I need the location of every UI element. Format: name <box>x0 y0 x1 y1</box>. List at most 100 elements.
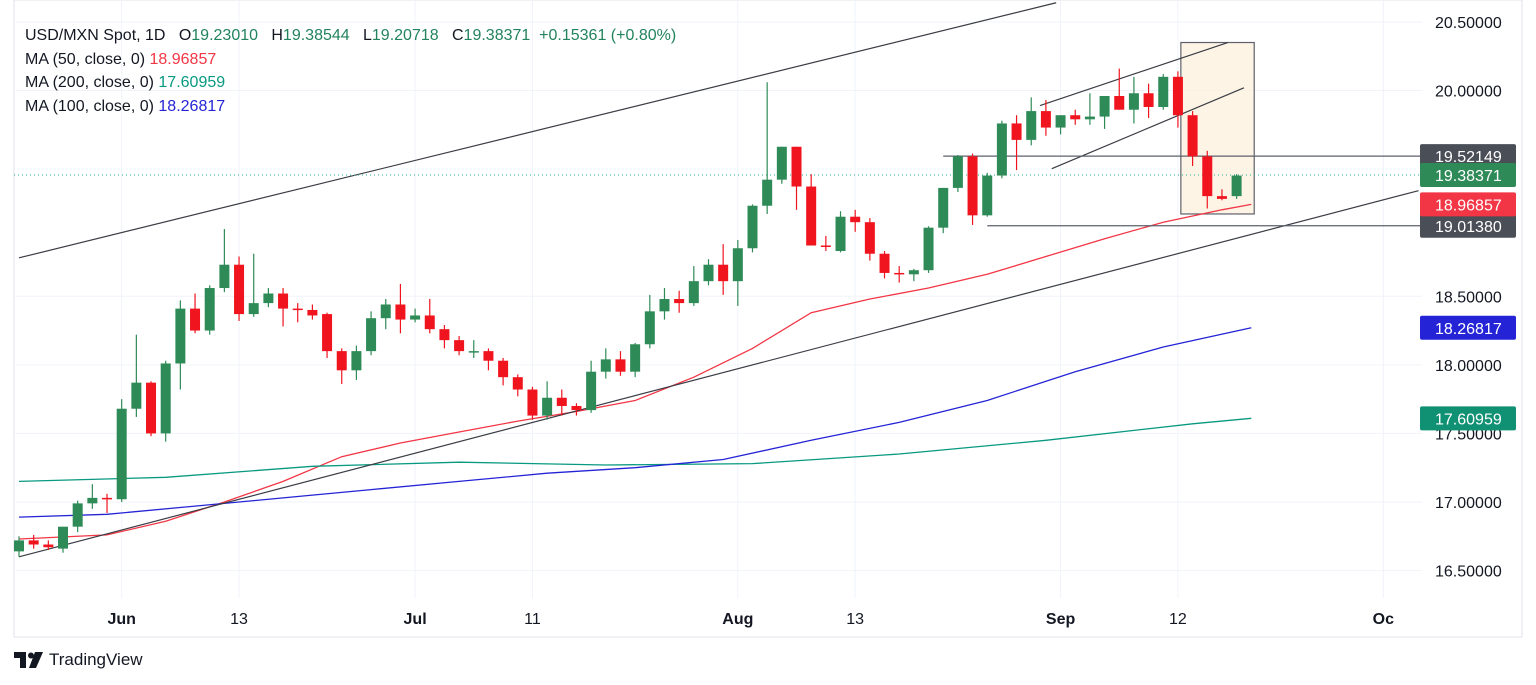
candle[interactable] <box>996 120 1007 179</box>
candle[interactable] <box>820 235 831 251</box>
candle[interactable] <box>28 534 39 549</box>
candle[interactable] <box>1114 68 1125 110</box>
candle[interactable] <box>146 381 157 437</box>
candle[interactable] <box>58 526 69 553</box>
candle[interactable] <box>791 146 802 210</box>
candle[interactable] <box>864 218 875 261</box>
ma100-row[interactable]: MA (100, close, 0) 18.26817 <box>25 95 676 119</box>
candle[interactable] <box>674 290 685 313</box>
candles[interactable] <box>14 68 1242 557</box>
candle[interactable] <box>454 336 465 356</box>
candle[interactable] <box>234 256 245 321</box>
candle[interactable] <box>615 351 626 376</box>
candle[interactable] <box>351 345 362 380</box>
candle[interactable] <box>116 399 127 502</box>
candle[interactable] <box>1172 71 1183 128</box>
candle-body <box>219 264 230 289</box>
candle[interactable] <box>776 146 787 184</box>
candle[interactable] <box>102 493 113 513</box>
candle[interactable] <box>43 540 54 550</box>
candle[interactable] <box>1202 150 1213 209</box>
candle[interactable] <box>424 299 435 334</box>
candle[interactable] <box>835 211 846 253</box>
candle[interactable] <box>468 340 479 358</box>
candle[interactable] <box>732 240 743 306</box>
candle[interactable] <box>483 348 494 371</box>
candle[interactable] <box>850 209 861 232</box>
candle[interactable] <box>586 360 597 413</box>
candle[interactable] <box>1070 109 1081 125</box>
candle[interactable] <box>1187 111 1198 166</box>
candle[interactable] <box>1026 97 1037 146</box>
candle[interactable] <box>542 381 553 420</box>
candle[interactable] <box>336 348 347 385</box>
candle[interactable] <box>292 303 303 323</box>
candle[interactable] <box>1143 83 1154 118</box>
candle[interactable] <box>307 304 318 320</box>
candle[interactable] <box>131 334 142 417</box>
candle[interactable] <box>219 229 230 293</box>
candle[interactable] <box>204 285 215 335</box>
candle[interactable] <box>938 187 949 234</box>
candle[interactable] <box>278 288 289 327</box>
candle[interactable] <box>879 250 890 279</box>
candle[interactable] <box>527 386 538 420</box>
candle[interactable] <box>395 283 406 334</box>
candle[interactable] <box>762 82 773 214</box>
candle[interactable] <box>87 484 98 509</box>
candle[interactable] <box>1011 115 1022 171</box>
candle[interactable] <box>1231 174 1242 199</box>
candle[interactable] <box>556 389 567 416</box>
ma100-name: MA (100, close, 0) <box>25 97 154 115</box>
candle[interactable] <box>1040 100 1051 136</box>
candle[interactable] <box>366 311 377 356</box>
candle[interactable] <box>175 300 186 390</box>
candle[interactable] <box>1216 189 1227 201</box>
candle[interactable] <box>160 360 171 442</box>
candle[interactable] <box>1158 74 1169 110</box>
candle[interactable] <box>703 259 714 286</box>
candle[interactable] <box>747 204 758 253</box>
tradingview-logo[interactable]: TradingView <box>14 650 143 670</box>
candle-body <box>87 497 98 504</box>
candle[interactable] <box>263 288 274 308</box>
candle[interactable] <box>498 357 509 386</box>
candle[interactable] <box>439 325 450 349</box>
candle[interactable] <box>248 253 259 317</box>
candle-body <box>1055 115 1066 128</box>
candle[interactable] <box>923 226 934 273</box>
candle[interactable] <box>644 294 655 349</box>
horizontal-levels <box>14 155 1422 227</box>
candle[interactable] <box>688 266 699 306</box>
candle[interactable] <box>190 293 201 334</box>
candle[interactable] <box>1084 93 1095 125</box>
candle[interactable] <box>600 348 611 379</box>
ma-tag-2-bg <box>1420 315 1516 340</box>
ma200-row[interactable]: MA (200, close, 0) 17.60959 <box>25 71 676 95</box>
candle[interactable] <box>322 312 333 358</box>
candle[interactable] <box>72 500 83 533</box>
candle[interactable] <box>894 266 905 283</box>
candle[interactable] <box>1055 115 1066 135</box>
candle[interactable] <box>571 403 582 416</box>
trendlines <box>18 2 1419 558</box>
candle-body <box>1231 175 1242 197</box>
candle[interactable] <box>380 299 391 330</box>
candle[interactable] <box>512 374 523 397</box>
candle-body <box>190 308 201 331</box>
ma50-row[interactable]: MA (50, close, 0) 18.96857 <box>25 48 676 72</box>
candle[interactable] <box>630 342 641 378</box>
candle[interactable] <box>1128 76 1139 124</box>
candle[interactable] <box>14 536 24 557</box>
candle[interactable] <box>982 172 993 217</box>
candle[interactable] <box>1099 96 1110 129</box>
candle[interactable] <box>718 244 729 295</box>
symbol-title[interactable]: USD/MXN Spot, 1D <box>25 27 166 44</box>
candle[interactable] <box>410 308 421 323</box>
candle[interactable] <box>952 154 963 193</box>
candle[interactable] <box>659 288 670 320</box>
candle[interactable] <box>806 174 817 246</box>
candle[interactable] <box>967 153 978 225</box>
candle[interactable] <box>908 268 919 282</box>
